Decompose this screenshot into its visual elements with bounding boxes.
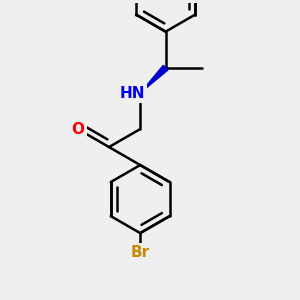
Text: HN: HN <box>120 85 145 100</box>
Text: Br: Br <box>130 245 150 260</box>
Polygon shape <box>140 65 168 93</box>
Text: O: O <box>71 122 84 136</box>
